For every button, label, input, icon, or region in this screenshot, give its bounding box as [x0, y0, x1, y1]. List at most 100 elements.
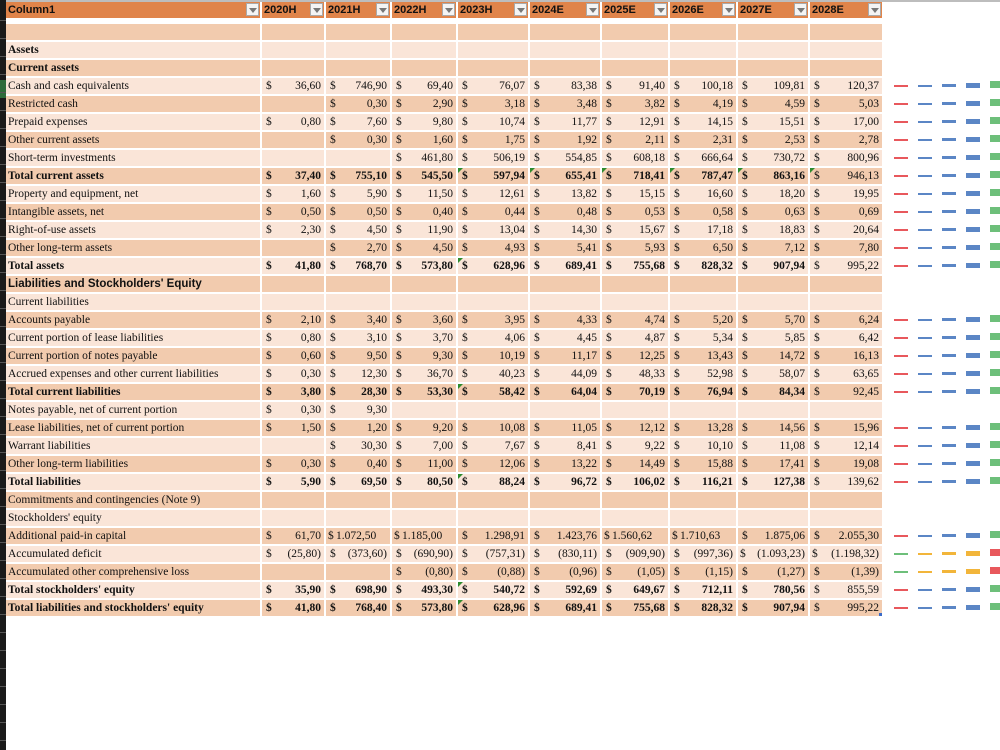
value-cell-2025e[interactable]: $91,40 — [602, 78, 668, 94]
value-cell-2028e[interactable] — [810, 294, 882, 310]
header-cell-2024e[interactable]: 2024E — [530, 2, 600, 18]
value-cell-2020h[interactable] — [262, 510, 324, 526]
value-cell-2023h[interactable]: $10,08 — [458, 420, 528, 436]
value-cell-2022h[interactable]: $573,80 — [392, 600, 456, 616]
value-cell-2027e[interactable]: $127,38 — [738, 474, 808, 490]
value-cell-2023h[interactable]: $4,93 — [458, 240, 528, 256]
row-label-cell[interactable]: Commitments and contingencies (Note 9) — [6, 492, 260, 508]
value-cell-2022h[interactable]: $1,60 — [392, 132, 456, 148]
value-cell-2026e[interactable]: $100,18 — [670, 78, 736, 94]
value-cell-2020h[interactable] — [262, 240, 324, 256]
value-cell-2022h[interactable]: $11,50 — [392, 186, 456, 202]
value-cell-2022h[interactable]: $11,00 — [392, 456, 456, 472]
filter-dropdown-button[interactable] — [586, 3, 599, 16]
row-label-cell[interactable]: Total current assets — [6, 168, 260, 184]
value-cell-2025e[interactable] — [602, 276, 668, 292]
value-cell-2025e[interactable]: $14,49 — [602, 456, 668, 472]
value-cell-2024e[interactable] — [530, 60, 600, 76]
value-cell-2027e[interactable] — [738, 510, 808, 526]
value-cell-2026e[interactable]: $13,43 — [670, 348, 736, 364]
value-cell-2025e[interactable] — [602, 510, 668, 526]
value-cell-2022h[interactable]: $9,30 — [392, 348, 456, 364]
value-cell-2028e[interactable]: $63,65 — [810, 366, 882, 382]
value-cell-2024e[interactable]: $ (0,96) — [530, 564, 600, 580]
value-cell-2020h[interactable]: $0,50 — [262, 204, 324, 220]
value-cell-2023h[interactable]: $506,19 — [458, 150, 528, 166]
value-cell-2023h[interactable]: $0,44 — [458, 204, 528, 220]
filter-dropdown-button[interactable] — [376, 3, 389, 16]
value-cell-2020h[interactable] — [262, 42, 324, 58]
value-cell-2027e[interactable]: $1.875,06 — [738, 528, 808, 544]
value-cell-2022h[interactable]: $ (0,80) — [392, 564, 456, 580]
value-cell-2023h[interactable]: $628,96 — [458, 600, 528, 616]
value-cell-2027e[interactable]: $18,83 — [738, 222, 808, 238]
value-cell-2020h[interactable]: $61,70 — [262, 528, 324, 544]
value-cell-2025e[interactable]: $ (909,90) — [602, 546, 668, 562]
value-cell-2021h[interactable] — [326, 276, 390, 292]
value-cell-2020h[interactable] — [262, 24, 324, 40]
value-cell-2020h[interactable]: $0,30 — [262, 402, 324, 418]
value-cell-2021h[interactable]: $3,40 — [326, 312, 390, 328]
value-cell-2020h[interactable]: $0,30 — [262, 366, 324, 382]
value-cell-2026e[interactable]: $5,34 — [670, 330, 736, 346]
value-cell-2025e[interactable]: $755,68 — [602, 600, 668, 616]
value-cell-2021h[interactable] — [326, 60, 390, 76]
value-cell-2026e[interactable]: $116,21 — [670, 474, 736, 490]
value-cell-2026e[interactable]: $712,11 — [670, 582, 736, 598]
value-cell-2028e[interactable]: $ (1.198,32) — [810, 546, 882, 562]
value-cell-2023h[interactable]: $76,07 — [458, 78, 528, 94]
value-cell-2020h[interactable] — [262, 564, 324, 580]
value-cell-2020h[interactable]: $41,80 — [262, 600, 324, 616]
row-label-cell[interactable]: Accumulated other comprehensive loss — [6, 564, 260, 580]
row-label-cell[interactable]: Total liabilities — [6, 474, 260, 490]
value-cell-2024e[interactable]: $5,41 — [530, 240, 600, 256]
value-cell-2022h[interactable] — [392, 402, 456, 418]
row-label-cell[interactable]: Notes payable, net of current portion — [6, 402, 260, 418]
filter-dropdown-button[interactable] — [514, 3, 527, 16]
value-cell-2024e[interactable]: $96,72 — [530, 474, 600, 490]
value-cell-2026e[interactable]: $17,18 — [670, 222, 736, 238]
value-cell-2020h[interactable]: $2,30 — [262, 222, 324, 238]
value-cell-2020h[interactable] — [262, 150, 324, 166]
value-cell-2020h[interactable]: $36,60 — [262, 78, 324, 94]
header-cell-2026e[interactable]: 2026E — [670, 2, 736, 18]
value-cell-2026e[interactable]: $15,88 — [670, 456, 736, 472]
value-cell-2022h[interactable]: $7,00 — [392, 438, 456, 454]
value-cell-2026e[interactable] — [670, 24, 736, 40]
value-cell-2022h[interactable]: $ (690,90) — [392, 546, 456, 562]
value-cell-2020h[interactable]: $35,90 — [262, 582, 324, 598]
value-cell-2024e[interactable] — [530, 402, 600, 418]
value-cell-2024e[interactable]: $689,41 — [530, 600, 600, 616]
header-cell-2021h[interactable]: 2021H — [326, 2, 390, 18]
header-cell-2027e[interactable]: 2027E — [738, 2, 808, 18]
value-cell-2023h[interactable]: $ (757,31) — [458, 546, 528, 562]
value-cell-2028e[interactable] — [810, 510, 882, 526]
value-cell-2020h[interactable] — [262, 276, 324, 292]
value-cell-2026e[interactable]: $666,64 — [670, 150, 736, 166]
value-cell-2020h[interactable]: $0,60 — [262, 348, 324, 364]
value-cell-2024e[interactable]: $0,48 — [530, 204, 600, 220]
row-label-cell[interactable]: Warrant liabilities — [6, 438, 260, 454]
row-label-cell[interactable]: Intangible assets, net — [6, 204, 260, 220]
value-cell-2023h[interactable]: $628,96 — [458, 258, 528, 274]
value-cell-2025e[interactable]: $12,91 — [602, 114, 668, 130]
value-cell-2020h[interactable]: $0,80 — [262, 330, 324, 346]
value-cell-2024e[interactable]: $8,41 — [530, 438, 600, 454]
value-cell-2028e[interactable]: $2,78 — [810, 132, 882, 148]
value-cell-2023h[interactable]: $597,94 — [458, 168, 528, 184]
value-cell-2026e[interactable]: $0,58 — [670, 204, 736, 220]
value-cell-2021h[interactable]: $0,30 — [326, 132, 390, 148]
value-cell-2025e[interactable]: $ (1,05) — [602, 564, 668, 580]
value-cell-2027e[interactable] — [738, 402, 808, 418]
value-cell-2024e[interactable]: $83,38 — [530, 78, 600, 94]
value-cell-2021h[interactable]: $9,30 — [326, 402, 390, 418]
value-cell-2026e[interactable]: $14,15 — [670, 114, 736, 130]
value-cell-2021h[interactable]: $12,30 — [326, 366, 390, 382]
value-cell-2021h[interactable]: $30,30 — [326, 438, 390, 454]
value-cell-2020h[interactable]: $1,60 — [262, 186, 324, 202]
value-cell-2026e[interactable]: $1.710,63 — [670, 528, 736, 544]
value-cell-2022h[interactable] — [392, 510, 456, 526]
value-cell-2021h[interactable]: $698,90 — [326, 582, 390, 598]
value-cell-2024e[interactable]: $554,85 — [530, 150, 600, 166]
value-cell-2021h[interactable]: $768,70 — [326, 258, 390, 274]
